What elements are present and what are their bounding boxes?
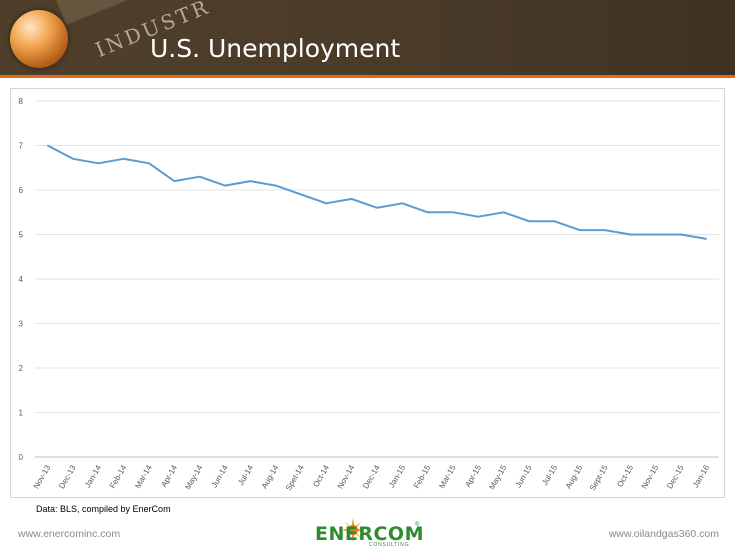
chart-frame: 0 1 2 3 4 5 6 7 8 Nov-13 Dec-13 Jan-14 Feb-14 Mar-14 A… <box>10 88 725 498</box>
data-point <box>199 176 201 178</box>
data-point <box>300 193 302 196</box>
x-tick-label: Jun-14 <box>210 463 230 489</box>
x-tick-label: Jan-15 <box>387 463 407 489</box>
y-tick-label: 5 <box>19 231 24 240</box>
data-point <box>680 233 682 236</box>
data-point <box>97 162 99 164</box>
x-tick-label: Aug-15 <box>564 463 585 490</box>
data-point <box>173 180 175 182</box>
footer-right-url[interactable]: www.oilandgas360.com <box>608 528 719 540</box>
header-accent-stripe <box>0 75 735 78</box>
y-tick-label: 7 <box>19 142 24 151</box>
x-tick-label: Spet-14 <box>284 463 306 492</box>
series-line <box>47 144 707 240</box>
data-point <box>629 233 631 236</box>
data-point <box>503 211 505 213</box>
data-point <box>604 229 606 231</box>
data-point <box>325 202 327 204</box>
sun-burst-icon <box>341 518 365 542</box>
globe-logo-icon <box>10 10 68 68</box>
x-tick-label: Aug-14 <box>260 463 281 490</box>
source-note: Data: BLS, compiled by EnerCom <box>36 504 171 514</box>
x-tick-label: May-14 <box>183 463 204 491</box>
y-tick-label: 1 <box>19 409 24 418</box>
y-tick-label: 8 <box>19 97 24 106</box>
x-tick-label: Mar-14 <box>133 463 154 490</box>
enercom-logo: ENERCOM ® CONSULTING <box>315 517 425 549</box>
x-tick-label: Apr-14 <box>159 463 179 489</box>
x-tick-label: Jan-16 <box>691 463 711 489</box>
logo-wordmark: ENERCOM <box>315 523 424 545</box>
data-point <box>655 233 657 236</box>
data-point <box>148 162 150 164</box>
x-tick-label: Jun-15 <box>514 463 534 489</box>
data-point <box>553 220 555 222</box>
x-tick-label: Dec-15 <box>665 463 686 490</box>
data-point <box>579 229 581 231</box>
data-point <box>528 220 530 222</box>
y-tick-label: 3 <box>19 320 24 329</box>
x-tick-label: Mar-15 <box>437 463 458 490</box>
logo-registered-mark: ® <box>415 522 420 528</box>
data-point <box>705 238 707 240</box>
data-point <box>351 198 353 200</box>
x-tick-label: May-15 <box>487 463 508 491</box>
data-point <box>275 184 277 187</box>
x-tick-label: Nov-15 <box>640 463 661 490</box>
x-tick-label: Sept-15 <box>588 463 610 492</box>
x-tick-label: Jul-14 <box>236 463 255 487</box>
data-point <box>376 207 378 209</box>
x-tick-label: Dec-14 <box>361 463 382 490</box>
x-tick-label: Feb-15 <box>412 463 433 490</box>
logo-subtitle: CONSULTING <box>369 542 410 548</box>
x-tick-label: Apr-15 <box>463 463 483 489</box>
data-point <box>427 211 429 213</box>
footer-left-url[interactable]: www.enercominc.com <box>18 528 121 540</box>
data-point <box>452 211 454 213</box>
y-tick-label: 0 <box>19 453 24 462</box>
data-point <box>477 216 479 218</box>
x-tick-label: Jan-14 <box>83 463 103 489</box>
x-tick-label: Nov-13 <box>32 463 53 490</box>
data-point <box>72 158 74 160</box>
page-title: U.S. Unemployment <box>150 34 401 63</box>
data-point <box>249 180 251 182</box>
header-banner: INDUSTR U.S. Unemployment <box>0 0 735 75</box>
y-tick-label: 4 <box>19 275 24 284</box>
y-tick-label: 2 <box>19 364 24 373</box>
x-tick-label: Jul-15 <box>540 463 559 487</box>
x-tick-label: Dec-13 <box>57 463 78 490</box>
x-tick-label: Feb-14 <box>108 463 129 490</box>
x-tick-label: Oct-15 <box>615 463 635 489</box>
x-tick-label: Oct-14 <box>311 463 331 489</box>
data-point <box>123 158 125 160</box>
data-point <box>224 184 226 187</box>
data-point <box>401 202 403 204</box>
data-point <box>47 144 49 147</box>
y-tick-label: 6 <box>19 186 24 195</box>
x-tick-label: Nov-14 <box>336 463 357 490</box>
